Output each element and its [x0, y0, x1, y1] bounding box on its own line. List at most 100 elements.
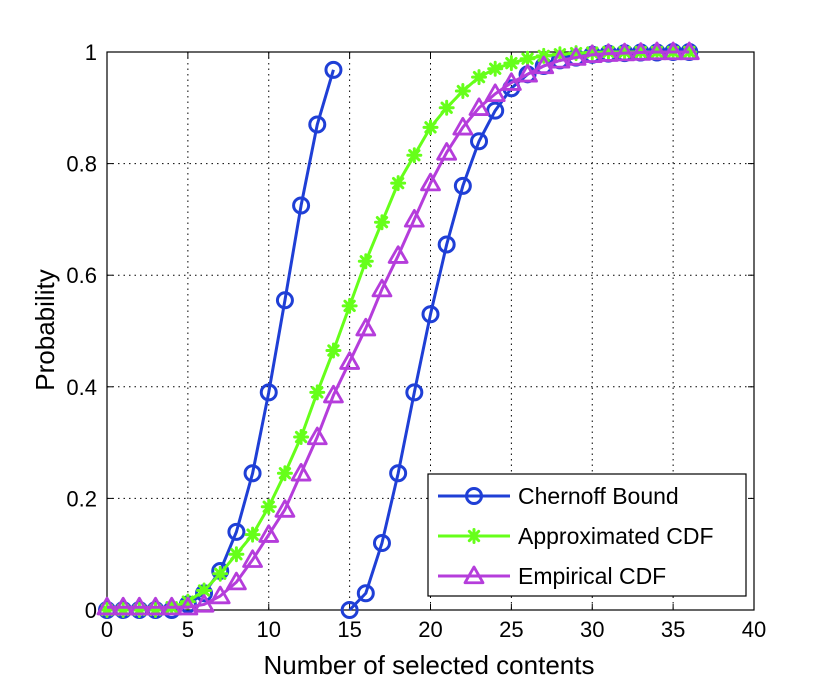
data-point-marker: [568, 45, 585, 62]
y-tick-label: 0.4: [66, 375, 97, 400]
data-point-marker: [406, 147, 423, 164]
data-point-marker: [533, 55, 555, 75]
data-point-marker: [678, 41, 700, 61]
data-point-marker: [179, 593, 196, 610]
data-point-marker: [421, 305, 440, 324]
data-point-marker: [112, 596, 134, 616]
data-point-marker: [244, 526, 261, 543]
x-tick-label: 10: [257, 617, 281, 642]
data-point-marker: [275, 291, 294, 310]
data-point-marker: [484, 83, 506, 102]
data-point-marker: [470, 132, 489, 151]
y-tick-label: 0: [85, 598, 97, 623]
series-approximated-cdf: [99, 44, 698, 618]
data-point-marker: [598, 43, 619, 62]
data-point-marker: [420, 172, 441, 192]
data-point-marker: [145, 596, 166, 616]
data-point-marker: [454, 83, 471, 100]
y-tick-label: 0.6: [66, 263, 97, 288]
x-tick-label: 35: [661, 617, 685, 642]
data-point-marker: [325, 342, 342, 359]
data-point-marker: [196, 582, 213, 599]
data-point-marker: [503, 55, 520, 72]
data-point-marker: [387, 245, 409, 264]
data-point-marker: [517, 63, 538, 83]
data-point-marker: [228, 546, 245, 563]
data-point-marker: [600, 44, 617, 60]
data-point-marker: [292, 196, 311, 215]
data-point-marker: [293, 429, 310, 446]
x-tick-label: 25: [499, 617, 523, 642]
legend-label: Chernoff Bound: [518, 483, 679, 509]
x-tick-label: 40: [742, 617, 766, 642]
data-point-marker: [372, 534, 391, 553]
data-point-marker: [209, 585, 231, 605]
data-series: [96, 41, 700, 619]
legend: Chernoff Bound Approximated CDF Empirical …: [427, 473, 747, 597]
data-point-marker: [274, 499, 296, 518]
x-tick-label: 15: [337, 617, 361, 642]
data-point-marker: [225, 571, 247, 591]
data-point-marker: [630, 42, 652, 61]
data-point-marker: [584, 44, 601, 61]
data-point-marker: [258, 524, 280, 543]
data-point-marker: [131, 602, 148, 618]
data-point-marker: [260, 498, 277, 515]
x-tick-label: 5: [182, 617, 194, 642]
y-tick-label: 1: [85, 40, 97, 65]
data-point-marker: [519, 50, 536, 67]
data-point-marker: [438, 99, 455, 116]
data-point-marker: [96, 596, 118, 616]
legend-marker: [465, 487, 483, 505]
legend-item: Chernoff Bound: [438, 483, 679, 509]
data-point-marker: [161, 596, 183, 616]
data-point-marker: [147, 602, 164, 618]
data-point-marker: [403, 208, 425, 228]
legend-marker: [466, 528, 482, 544]
data-point-marker: [565, 47, 587, 66]
data-point-marker: [323, 384, 344, 404]
data-point-marker: [486, 101, 505, 120]
data-point-marker: [356, 584, 375, 603]
data-point-marker: [436, 142, 458, 161]
data-point-marker: [452, 116, 474, 136]
legend-label: Empirical CDF: [518, 563, 666, 589]
legend-item: Approximated CDF: [438, 523, 714, 549]
data-point-marker: [193, 594, 215, 613]
data-point-marker: [471, 69, 488, 86]
data-point-marker: [340, 601, 359, 619]
data-point-marker: [389, 464, 408, 483]
data-point-marker: [500, 72, 522, 91]
data-point-marker: [614, 42, 635, 62]
data-point-marker: [549, 49, 571, 69]
y-axis-title: Probability: [30, 269, 60, 390]
legend-label: Approximated CDF: [518, 523, 714, 549]
data-point-marker: [243, 464, 262, 483]
data-point-marker: [357, 253, 374, 270]
data-point-marker: [437, 235, 456, 254]
data-point-marker: [390, 175, 407, 192]
data-point-marker: [177, 596, 199, 616]
data-point-marker: [306, 426, 328, 446]
data-point-marker: [373, 214, 390, 231]
data-point-marker: [422, 119, 439, 136]
legend-item: Empirical CDF: [438, 563, 666, 589]
data-point-marker: [309, 384, 326, 401]
data-point-marker: [646, 41, 668, 61]
data-point-marker: [259, 383, 278, 402]
x-tick-label: 0: [101, 617, 113, 642]
x-axis-title: Number of selected contents: [264, 650, 595, 680]
legend-marker: [463, 565, 485, 585]
data-point-marker: [212, 565, 229, 582]
x-tick-label: 30: [580, 617, 604, 642]
data-point-marker: [308, 115, 327, 134]
data-point-marker: [551, 46, 568, 63]
data-point-marker: [99, 602, 115, 618]
data-point-marker: [341, 297, 358, 314]
x-tick-label: 20: [418, 617, 442, 642]
data-point-marker: [115, 602, 132, 618]
data-point-marker: [371, 278, 393, 298]
data-point-marker: [487, 60, 504, 77]
data-point-marker: [405, 383, 424, 402]
data-point-marker: [242, 549, 263, 568]
